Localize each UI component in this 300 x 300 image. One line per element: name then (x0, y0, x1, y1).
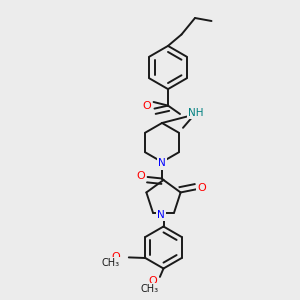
Text: N: N (157, 210, 165, 220)
Text: N: N (158, 158, 166, 169)
Text: O: O (136, 171, 146, 181)
Text: NH: NH (188, 107, 204, 118)
Text: CH₃: CH₃ (140, 284, 158, 294)
Text: O: O (197, 183, 206, 193)
Text: CH₃: CH₃ (102, 258, 120, 268)
Text: O: O (142, 101, 152, 111)
Text: O: O (149, 276, 158, 286)
Text: O: O (112, 252, 120, 262)
